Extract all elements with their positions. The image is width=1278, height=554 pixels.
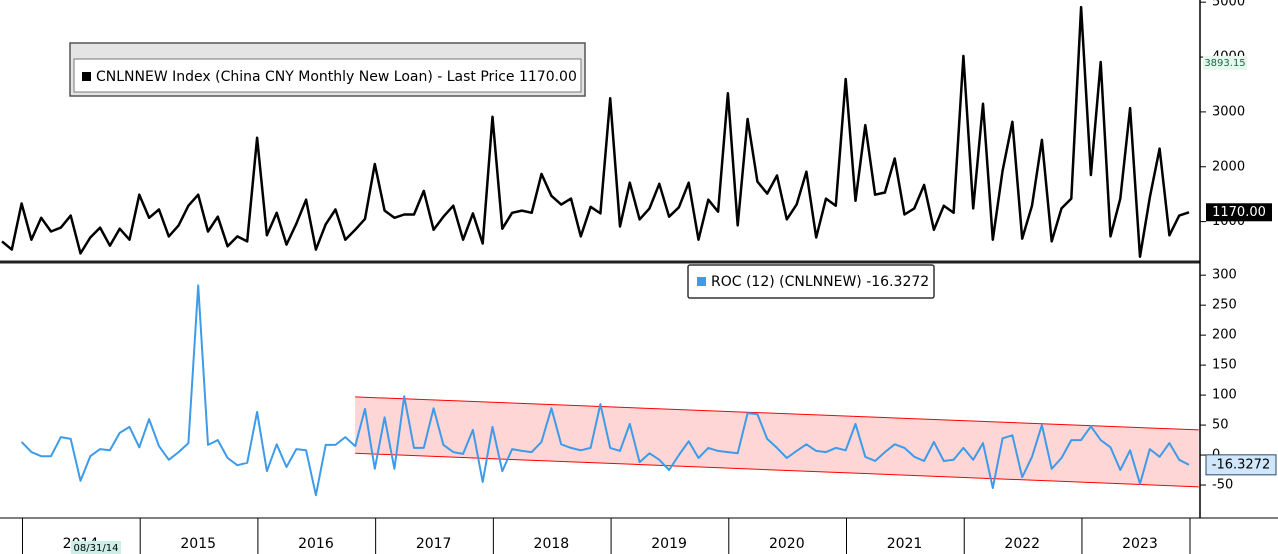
- y-tick-label: 300: [1212, 268, 1237, 283]
- series-line: [1, 5, 1190, 258]
- y-tick-label: 50: [1212, 418, 1229, 433]
- x-tick-label: 2020: [769, 536, 805, 552]
- top-legend: CNLNNEW Index (China CNY Monthly New Loa…: [69, 42, 586, 97]
- annotation-box: [1203, 55, 1247, 70]
- y-tick-label: 100: [1212, 388, 1237, 403]
- x-tick-label: 2022: [1004, 536, 1040, 552]
- y-tick-label: 2000: [1212, 159, 1245, 174]
- y-tick-label: 250: [1212, 298, 1237, 313]
- tag-box: [1205, 454, 1277, 476]
- y-tick-label: 150: [1212, 358, 1237, 373]
- y-tick-label: 200: [1212, 328, 1237, 343]
- y-tick-label: -50: [1212, 478, 1233, 493]
- legend-label: CNLNNEW Index (China CNY Monthly New Loa…: [96, 69, 577, 85]
- legend-box: [73, 58, 582, 93]
- date-marker: 08/31/14: [74, 543, 119, 554]
- bottom-legend: ROC (12) (CNLNNEW) -16.3272: [687, 264, 935, 299]
- channel-lower: [355, 452, 1199, 488]
- x-tick-label: 2021: [887, 536, 923, 552]
- legend-box: [687, 264, 935, 299]
- last-value-tag: -16.3272: [1205, 454, 1277, 476]
- x-tick-label: 2015: [180, 536, 216, 552]
- legend-label: ROC (12) (CNLNNEW) -16.3272: [711, 274, 929, 290]
- annotation-label: 3893.15: [1204, 58, 1245, 69]
- x-tick-label: 2016: [298, 536, 334, 552]
- tag-label: -16.3272: [1212, 457, 1270, 472]
- legend-swatch: [697, 277, 706, 286]
- tag-label: 1170.00: [1212, 205, 1266, 220]
- y-tick-label: 3000: [1212, 104, 1245, 119]
- x-tick-label: 2023: [1122, 536, 1158, 552]
- y-tick-label: 5000: [1212, 0, 1245, 10]
- date-marker-box: [71, 541, 121, 554]
- legend-swatch: [82, 72, 91, 81]
- x-tick-label: 2017: [416, 536, 452, 552]
- channel-upper: [355, 396, 1199, 431]
- last-value-tag: 1170.00: [1206, 203, 1272, 222]
- x-tick-label: 2018: [534, 536, 570, 552]
- series-line: [20, 284, 1190, 497]
- tag-box: [1206, 203, 1272, 222]
- x-tick-label: 2019: [651, 536, 687, 552]
